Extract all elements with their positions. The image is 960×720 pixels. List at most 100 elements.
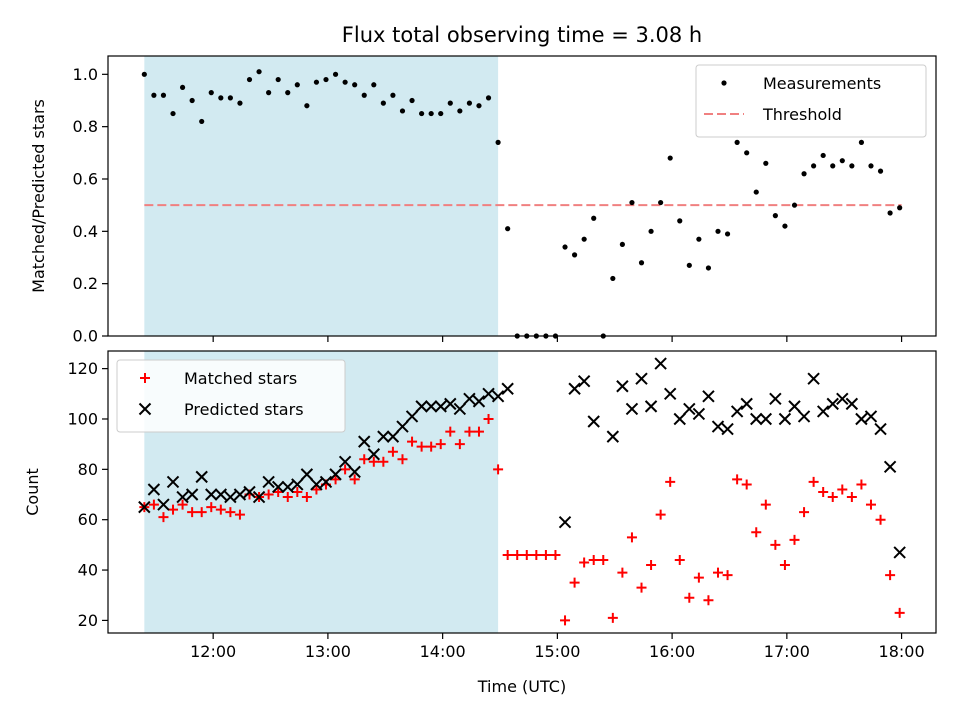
- measurement-point: [801, 171, 807, 177]
- measurement-point: [858, 139, 865, 145]
- measurement-point: [571, 252, 578, 258]
- matched-star-marker: [799, 507, 810, 518]
- measurement-point: [447, 100, 453, 106]
- predicted-star-marker: [252, 490, 266, 504]
- measurement-point: [390, 92, 396, 98]
- y-tick-label: 0.8: [73, 117, 98, 136]
- measurement-point: [466, 100, 473, 106]
- measurement-point: [256, 69, 262, 75]
- measurement-point: [705, 265, 712, 271]
- predicted-star-marker: [711, 420, 725, 433]
- measurement-point: [772, 213, 778, 219]
- predicted-star-marker: [281, 480, 294, 494]
- predicted-star-marker: [444, 397, 457, 411]
- predicted-star-marker: [635, 372, 648, 385]
- legend-matched-swatch: [140, 373, 150, 383]
- matched-star-marker: [579, 557, 590, 568]
- predicted-star-marker: [750, 412, 763, 426]
- measurement-point: [352, 82, 358, 88]
- matched-star-marker: [588, 554, 599, 565]
- matched-star-marker: [349, 474, 360, 485]
- predicted-star-marker: [740, 397, 753, 411]
- matched-star-marker: [674, 554, 685, 565]
- measurement-point: [380, 100, 386, 106]
- legend-label: Matched stars: [184, 369, 297, 388]
- legend-label: Predicted stars: [184, 400, 304, 419]
- matched-star-marker: [875, 514, 886, 525]
- measurement-point: [744, 150, 750, 156]
- measurement-point: [179, 84, 186, 91]
- predicted-star-marker: [864, 410, 878, 423]
- matched-star-marker: [512, 549, 523, 560]
- matched-star-marker: [340, 464, 351, 475]
- matched-star-marker: [416, 441, 427, 452]
- matched-star-marker: [206, 502, 217, 513]
- panel-bottom-series-1: [138, 357, 906, 559]
- predicted-star-marker: [568, 382, 581, 395]
- predicted-star-marker: [205, 488, 218, 501]
- matched-star-marker: [158, 512, 169, 523]
- matched-star-marker: [837, 484, 848, 495]
- measurement-point: [782, 223, 788, 229]
- panel-top-legend: Measurements Threshold: [695, 64, 927, 138]
- matched-star-marker: [741, 479, 752, 490]
- matched-star-marker: [330, 474, 341, 485]
- predicted-star-marker: [185, 488, 199, 501]
- bottom-panel: 20 40 60 80 100 120 12:00 13:00 14:00 15:00 16:00 1…: [23, 350, 937, 661]
- predicted-star-marker: [673, 412, 686, 426]
- legend-box: [116, 359, 346, 433]
- y-tick-label: 40: [78, 561, 98, 580]
- measurement-point: [753, 189, 759, 195]
- measurement-point: [285, 90, 291, 96]
- predicted-star-marker: [788, 400, 801, 413]
- predicted-star-marker: [816, 405, 830, 418]
- measurement-point: [677, 218, 683, 224]
- matched-star-marker: [301, 492, 312, 503]
- matched-star-marker: [607, 612, 618, 623]
- measurement-point: [839, 158, 845, 164]
- x-tick-label: 14:00: [420, 642, 466, 661]
- matched-star-marker: [713, 567, 724, 578]
- matched-star-marker: [732, 474, 743, 485]
- predicted-star-marker: [883, 460, 897, 474]
- predicted-star-marker: [147, 483, 161, 496]
- predicted-star-marker: [176, 490, 189, 504]
- y-tick-label: 80: [78, 460, 98, 479]
- measurement-point: [686, 262, 692, 268]
- panel-top-frame: [107, 55, 937, 337]
- predicted-star-marker: [587, 415, 600, 428]
- measurement-point: [208, 90, 214, 96]
- predicted-star-marker: [654, 357, 667, 370]
- measurement-point: [371, 82, 377, 88]
- panel-top-y-axis-label: Matched/Predicted stars: [29, 99, 48, 293]
- matched-star-marker: [445, 426, 456, 437]
- y-tick-label: 60: [78, 510, 98, 529]
- measurement-point: [791, 202, 798, 208]
- matched-star-marker: [435, 439, 446, 450]
- predicted-star-marker: [338, 455, 352, 468]
- matched-star-marker: [177, 499, 188, 510]
- measurement-point: [218, 95, 224, 101]
- predicted-star-marker: [453, 402, 467, 416]
- predicted-star-marker: [358, 435, 371, 448]
- measurement-point: [246, 76, 253, 83]
- measurement-point: [294, 82, 300, 88]
- measurement-point: [619, 241, 625, 248]
- predicted-star-marker: [826, 397, 839, 411]
- measurement-point: [734, 139, 740, 145]
- matched-star-marker: [856, 479, 867, 490]
- matched-star-marker: [464, 426, 475, 437]
- matched-star-marker: [655, 509, 666, 520]
- measurement-point: [581, 236, 587, 242]
- measurement-point: [189, 97, 195, 104]
- matched-star-marker: [598, 554, 609, 565]
- matched-star-marker: [646, 560, 657, 571]
- matched-star-marker: [426, 441, 437, 452]
- predicted-star-marker: [463, 392, 476, 406]
- predicted-star-marker: [644, 400, 658, 413]
- predicted-star-marker: [300, 468, 314, 481]
- matched-star-marker: [550, 549, 561, 560]
- measurement-point: [638, 260, 645, 266]
- predicted-star-marker: [271, 480, 285, 494]
